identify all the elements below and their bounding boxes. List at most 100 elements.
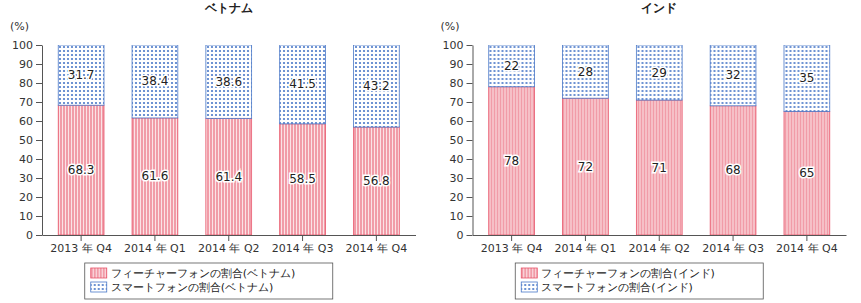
bar — [636, 45, 682, 100]
title: インド — [641, 1, 677, 15]
tick-mark — [154, 235, 155, 241]
data-label: 29 — [652, 66, 667, 80]
tick-label: 60 — [450, 115, 464, 128]
bar — [710, 106, 756, 235]
bar — [58, 45, 104, 105]
data-label: 28 — [578, 65, 593, 79]
tick: 100 — [12, 39, 42, 52]
data-label: 41.5 — [289, 77, 316, 91]
tick-label: 30 — [450, 172, 464, 185]
tick: 2014 年 Q1 — [124, 235, 186, 255]
data-label: 56.8 — [363, 174, 390, 188]
tick: 60 — [450, 115, 473, 128]
axis-title: (%) — [441, 20, 460, 33]
tick-label: 20 — [19, 191, 33, 204]
tick-mark — [467, 235, 473, 236]
legend-swatch — [521, 268, 537, 278]
legend-swatch — [91, 282, 107, 292]
tick: 20 — [450, 191, 473, 204]
tick: 100 — [443, 39, 473, 52]
tick-label: 2013 年 Q4 — [50, 242, 112, 255]
bar — [353, 127, 399, 235]
tick-label: 70 — [450, 96, 464, 109]
x-axis: 2013 年 Q42014 年 Q12014 年 Q22014 年 Q32014… — [43, 235, 417, 255]
legend-box — [85, 263, 333, 299]
tick: 10 — [450, 210, 473, 223]
tick-mark — [36, 102, 42, 103]
axis-title: (%) — [10, 20, 29, 33]
tick-label: 2013 年 Q4 — [481, 242, 543, 255]
tick-label: 80 — [19, 77, 33, 90]
tick-label: 2014 年 Q2 — [198, 242, 260, 255]
tick-label: 2014 年 Q1 — [555, 242, 617, 255]
tick-mark — [733, 235, 734, 241]
legend-box — [515, 263, 763, 299]
bar — [280, 124, 326, 235]
tick-mark — [36, 45, 42, 46]
legend-label: フィーチャーフォンの割合(インド) — [541, 267, 715, 280]
tick-mark — [806, 235, 807, 241]
tick: 2013 年 Q4 — [481, 235, 543, 255]
data-label: 71 — [652, 161, 667, 175]
plot-area: 7872716865222829323501020304050607080901… — [443, 39, 847, 255]
bar — [353, 45, 399, 127]
tick-label: 10 — [19, 210, 33, 223]
tick-mark — [36, 140, 42, 141]
tick-label: 40 — [19, 153, 33, 166]
tick-label: 2014 年 Q4 — [776, 242, 838, 255]
tick-label: 60 — [19, 115, 33, 128]
x-axis: 2013 年 Q42014 年 Q12014 年 Q22014 年 Q32014… — [473, 235, 847, 255]
axis-line — [473, 46, 474, 236]
tick: 0 — [26, 229, 42, 242]
axis-line — [42, 46, 43, 236]
data-labels: 68.361.661.458.556.831.738.438.641.543.2 — [68, 68, 390, 188]
tick-label: 2014 年 Q4 — [346, 242, 408, 255]
tick: 40 — [19, 153, 42, 166]
tick-mark — [511, 235, 512, 241]
tick-mark — [36, 235, 42, 236]
plot-area: 68.361.661.458.556.831.738.438.641.543.2… — [12, 39, 416, 255]
bar — [710, 45, 756, 106]
bar — [132, 45, 178, 118]
tick: 60 — [19, 115, 42, 128]
tick: 90 — [19, 58, 42, 71]
legend: フィーチャーフォンの割合(インド)スマートフォンの割合(インド) — [515, 263, 763, 299]
y-axis: 0102030405060708090100 — [443, 39, 474, 242]
tick-label: 80 — [450, 77, 464, 90]
data-label: 61.6 — [142, 169, 169, 183]
tick-mark — [467, 178, 473, 179]
tick-label: 50 — [19, 134, 33, 147]
tick-mark — [467, 121, 473, 122]
tick-mark — [302, 235, 303, 241]
tick-label: 30 — [19, 172, 33, 185]
tick-mark — [228, 235, 229, 241]
chart-panel: 7872716865222829323501020304050607080901… — [441, 1, 847, 299]
tick: 70 — [19, 96, 42, 109]
tick-mark — [467, 140, 473, 141]
legend: フィーチャーフォンの割合(ベトナム)スマートフォンの割合(ベトナム) — [85, 263, 333, 299]
tick-label: 20 — [450, 191, 464, 204]
legend-swatch — [91, 268, 107, 278]
tick-label: 2014 年 Q2 — [628, 242, 690, 255]
data-label: 22 — [504, 59, 519, 73]
bars — [58, 45, 399, 235]
tick: 40 — [450, 153, 473, 166]
tick-mark — [467, 83, 473, 84]
tick: 80 — [19, 77, 42, 90]
data-label: 72 — [578, 160, 593, 174]
tick: 90 — [450, 58, 473, 71]
tick-mark — [659, 235, 660, 241]
legend-swatch — [521, 282, 537, 292]
bar — [280, 45, 326, 124]
tick: 70 — [450, 96, 473, 109]
tick-mark — [36, 178, 42, 179]
bar — [636, 100, 682, 235]
data-label: 68 — [725, 163, 740, 177]
tick-label: 70 — [19, 96, 33, 109]
bar — [563, 98, 609, 235]
data-label: 38.6 — [215, 75, 242, 89]
tick: 50 — [19, 134, 42, 147]
legend-label: スマートフォンの割合(ベトナム) — [111, 281, 274, 294]
chart-panel: 68.361.661.458.556.831.738.438.641.543.2… — [10, 1, 416, 299]
data-label: 35 — [799, 71, 814, 85]
